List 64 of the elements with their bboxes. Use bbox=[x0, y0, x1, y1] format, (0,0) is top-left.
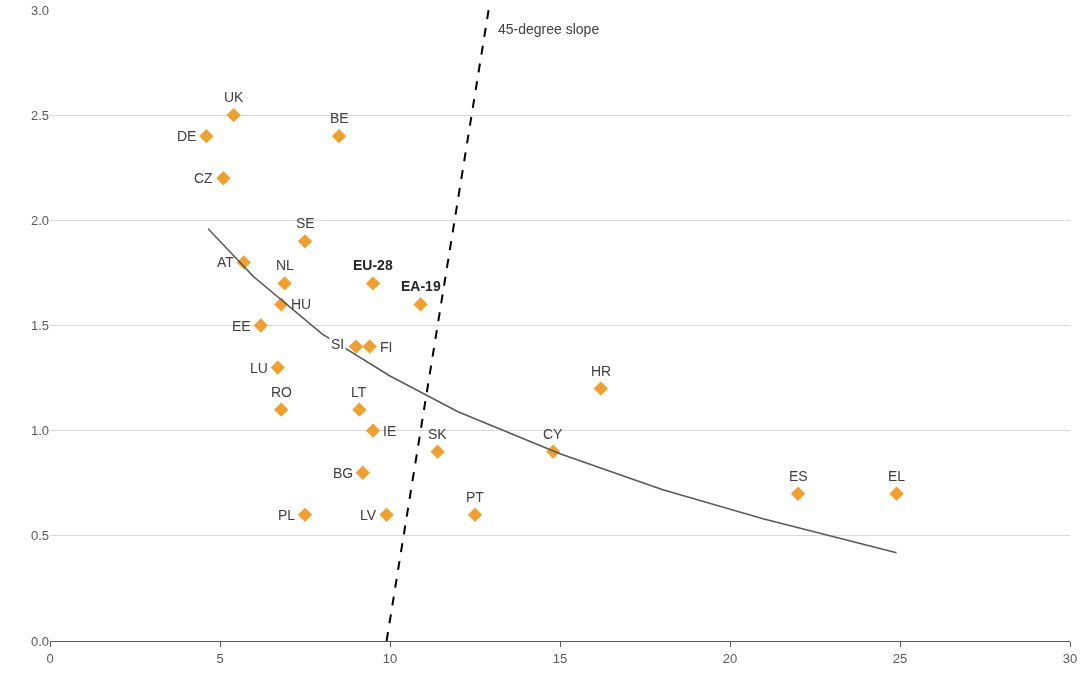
point bbox=[274, 402, 289, 417]
annotation: HR bbox=[591, 363, 612, 379]
annotation: SE bbox=[296, 215, 315, 231]
annotation: EA-19 bbox=[401, 278, 441, 294]
point bbox=[790, 486, 806, 501]
y-tick-label: 2.5 bbox=[30, 107, 49, 123]
annotation: UK bbox=[224, 89, 245, 105]
y-tick-label: 1.5 bbox=[30, 318, 49, 334]
annotation: DE bbox=[177, 128, 197, 144]
annotation: EL bbox=[888, 468, 906, 484]
annotation: HU bbox=[291, 296, 312, 312]
annotation: 45-degree slope bbox=[498, 21, 600, 37]
x-tick-label: 15 bbox=[552, 650, 568, 666]
annotation: AT bbox=[217, 254, 235, 270]
annotation: FI bbox=[380, 339, 393, 355]
annotation: LV bbox=[360, 507, 377, 523]
y-tick-label: 0.0 bbox=[30, 633, 49, 649]
point bbox=[362, 339, 377, 354]
y-tick-label: 0.5 bbox=[30, 528, 49, 544]
point bbox=[277, 276, 292, 291]
point bbox=[199, 129, 214, 144]
annotation: CY bbox=[543, 426, 564, 442]
point bbox=[253, 318, 268, 333]
annotation: RO bbox=[271, 384, 293, 400]
x-tick-label: 5 bbox=[216, 650, 224, 666]
annotation: PL bbox=[278, 507, 296, 523]
annotation: EU-28 bbox=[353, 257, 393, 273]
point bbox=[467, 507, 483, 522]
point bbox=[430, 444, 445, 459]
point bbox=[270, 360, 285, 375]
annotation: LU bbox=[250, 360, 268, 376]
x-tick-label: 30 bbox=[1062, 650, 1078, 666]
annotation: IE bbox=[383, 423, 397, 439]
point bbox=[297, 507, 313, 522]
point bbox=[379, 507, 394, 522]
annotation: CZ bbox=[194, 170, 214, 186]
point bbox=[413, 297, 428, 312]
point bbox=[297, 234, 313, 249]
x-tick-label: 0 bbox=[46, 650, 54, 666]
x-tick-label: 10 bbox=[382, 650, 398, 666]
annotation: LT bbox=[351, 384, 367, 400]
annotation: SK bbox=[428, 426, 448, 442]
annotation: SI bbox=[331, 336, 345, 352]
y-tick-label: 3.0 bbox=[30, 2, 49, 18]
annotation: BG bbox=[333, 465, 354, 481]
x-tick-label: 20 bbox=[722, 650, 738, 666]
point bbox=[889, 486, 904, 501]
y-tick-label: 1.0 bbox=[30, 423, 49, 439]
point bbox=[593, 381, 608, 396]
point bbox=[352, 402, 367, 417]
annotation: NL bbox=[276, 257, 295, 273]
point bbox=[216, 171, 231, 186]
point bbox=[331, 129, 347, 144]
annotation: ES bbox=[789, 468, 808, 484]
point bbox=[365, 423, 381, 438]
annotation: EE bbox=[232, 318, 251, 334]
point bbox=[226, 108, 241, 123]
y-tick-label: 2.0 bbox=[30, 212, 49, 228]
annotation: BE bbox=[330, 110, 349, 126]
point bbox=[348, 339, 364, 354]
x-tick-label: 25 bbox=[892, 650, 908, 666]
annotation: PT bbox=[466, 489, 485, 505]
point bbox=[365, 276, 381, 291]
point bbox=[355, 465, 370, 480]
